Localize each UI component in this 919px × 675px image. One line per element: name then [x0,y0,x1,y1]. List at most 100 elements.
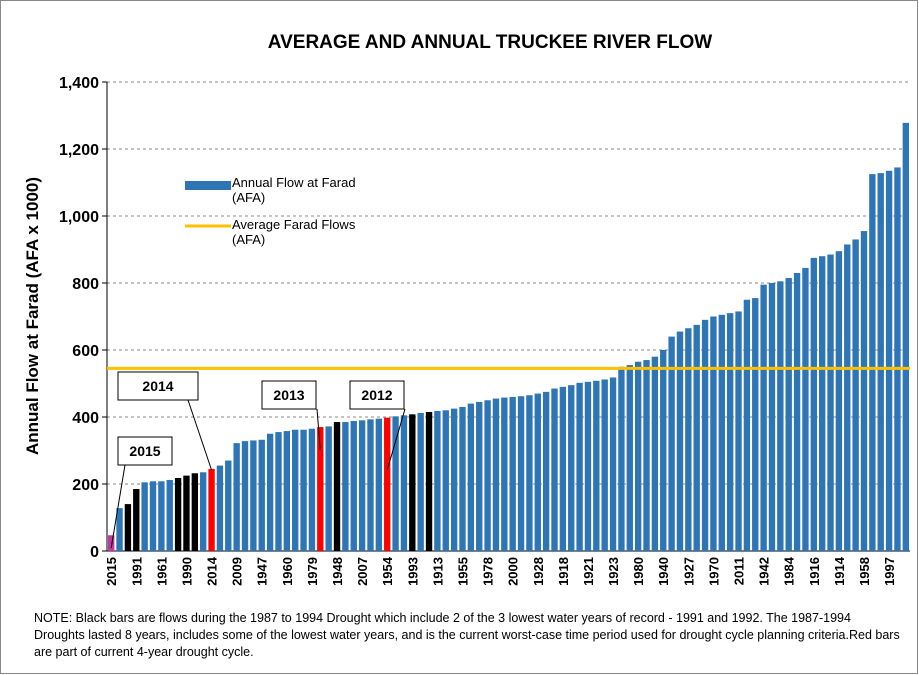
bar [275,432,282,551]
bar [894,167,901,552]
bar [158,481,165,551]
bar [174,477,182,551]
x-tick-label: 2015 [104,557,119,586]
x-tick-label: 1927 [681,557,696,586]
bar [835,251,843,552]
bar [392,416,399,551]
bar [425,411,433,551]
x-tick-label: 1921 [581,557,596,586]
y-axis-label: Annual Flow at Farad (AFA x 1000) [23,177,42,455]
x-tick-label: 1978 [481,557,496,586]
bar [877,173,884,551]
bar [166,479,173,551]
bar [693,324,700,551]
bar [793,272,801,551]
x-tick-label: 1948 [330,557,345,586]
bar [752,298,759,551]
bar [760,284,767,551]
x-tick-label: 2009 [230,557,245,586]
x-tick-label: 1955 [455,557,470,586]
bar [542,391,550,551]
bar [651,356,659,551]
x-tick-label: 2007 [355,557,370,586]
bar [116,508,123,551]
bar [108,535,115,551]
bar [325,426,332,551]
bar [384,417,391,551]
bar [241,441,249,551]
bar [225,460,232,551]
bar [358,420,366,551]
callout-line [187,399,213,471]
x-tick-label: 1991 [129,557,144,586]
bar [534,393,541,551]
bar [827,254,834,551]
bar [526,395,533,551]
bar [183,475,190,551]
bar [844,244,851,551]
x-tick-label: 2014 [205,556,220,586]
x-tick-label: 1984 [782,556,797,586]
bar [710,316,717,551]
bar [743,299,751,551]
x-tick-label: 2011 [732,557,747,585]
bar [233,443,240,551]
bar [300,429,307,551]
bar [208,468,215,551]
x-tick-label: 1997 [882,557,897,586]
x-tick-label: 1918 [556,557,571,586]
x-tick-label: 1923 [606,557,621,586]
bar [191,473,199,551]
bar [777,281,784,551]
callout-box [349,380,405,410]
bar [141,482,148,551]
x-tick-label: 2000 [506,557,521,586]
bar [668,336,675,551]
bar [609,377,617,551]
bar [266,433,274,551]
bar [860,231,868,551]
chart-title: AVERAGE AND ANNUAL TRUCKEE RIVER FLOW [268,32,712,53]
bar [685,328,692,551]
x-tick-label: 1993 [405,557,420,586]
bar [660,350,667,551]
bar [124,504,132,551]
bar [308,428,316,551]
bar [768,283,776,551]
bar [593,380,600,551]
x-tick-label: 1947 [255,557,270,586]
bar [200,472,207,551]
bar [409,414,416,551]
callout-box [117,371,199,401]
bar [450,408,458,551]
bar [509,396,516,551]
x-tick-label: 1980 [631,557,646,586]
x-tick-label: 1914 [832,556,847,586]
y-tick-label: 800 [72,276,99,293]
x-tick-label: 1970 [706,557,721,586]
bar [852,239,859,551]
y-tick-label: 1,000 [59,209,99,226]
bar [618,366,625,551]
y-tick-label: 400 [72,410,99,427]
bar [442,410,449,551]
callout-line [110,464,126,549]
legend-swatch [185,181,231,190]
bar [258,439,265,551]
y-tick-label: 0 [90,544,99,561]
bar [568,385,575,551]
x-tick-label: 1979 [305,557,320,586]
x-tick-label: 1913 [430,557,445,586]
legend-label: Average Farad Flows (AFA) [232,217,356,247]
bar [501,397,508,551]
y-tick-label: 1,400 [59,75,99,92]
bar [350,421,357,551]
bar [643,360,650,551]
bar [584,381,592,551]
bar [559,386,567,551]
bar [459,406,466,551]
x-tick-label: 1940 [656,557,671,586]
x-tick-label: 1928 [531,557,546,586]
